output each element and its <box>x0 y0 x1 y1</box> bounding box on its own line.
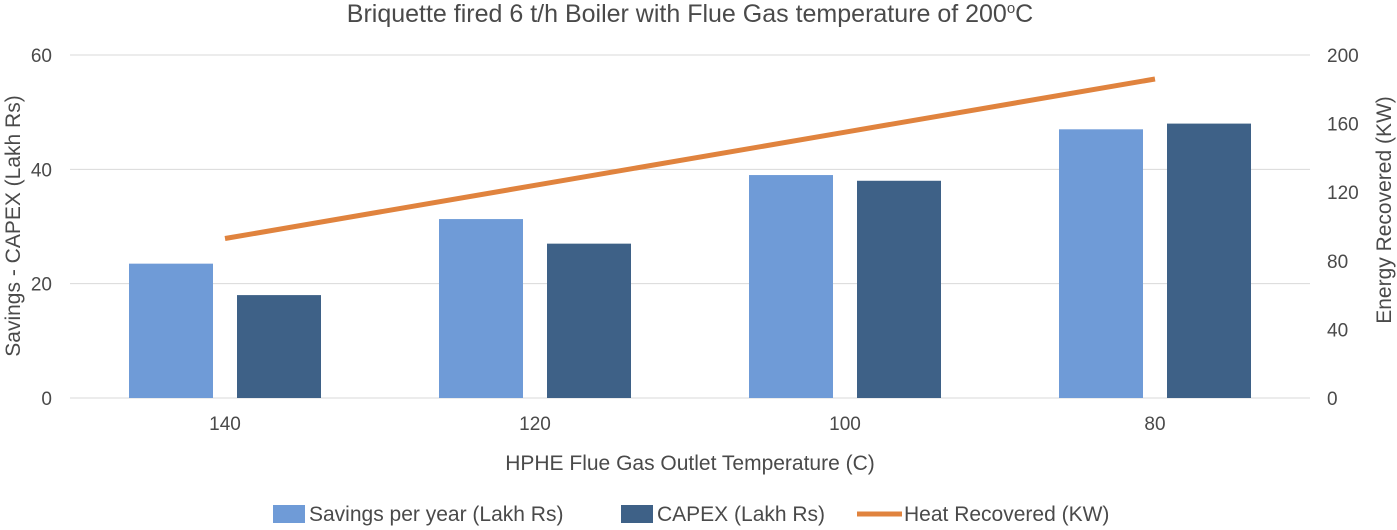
x-tick-label: 140 <box>209 414 241 435</box>
x-tick-label: 120 <box>519 414 551 435</box>
bar-savings <box>439 219 523 398</box>
bar-capex <box>1167 123 1251 398</box>
y-right-tick-label: 200 <box>1327 46 1359 67</box>
y-right-tick-label: 0 <box>1327 389 1338 410</box>
legend-swatch-savings <box>273 505 305 523</box>
y-left-tick-label: 0 <box>41 389 52 410</box>
y-left-tick-label: 20 <box>31 275 52 296</box>
y-right-tick-label: 160 <box>1327 115 1359 136</box>
y-right-tick-label: 40 <box>1327 320 1348 341</box>
bar-savings <box>129 263 213 398</box>
legend-label-heat: Heat Recovered (KW) <box>904 503 1109 526</box>
heat-recovered-line <box>224 76 1156 241</box>
y-right-tick-label: 120 <box>1327 183 1359 204</box>
legend: Savings per year (Lakh Rs) CAPEX (Lakh R… <box>273 503 1109 526</box>
legend-swatch-capex <box>621 505 653 523</box>
y-right-tick-label: 80 <box>1327 252 1348 273</box>
bar-capex <box>237 295 321 398</box>
bar-capex <box>857 180 941 398</box>
chart-title: Briquette fired 6 t/h Boiler with Flue G… <box>347 0 1033 28</box>
x-tick-label: 80 <box>1144 414 1165 435</box>
bar-capex <box>547 243 631 398</box>
bar-savings <box>749 175 833 398</box>
bars <box>129 123 1251 399</box>
x-tick-label: 100 <box>829 414 861 435</box>
y-axis-right-label: Energy Recovered (KW) <box>1373 96 1396 324</box>
line-series <box>224 76 1156 241</box>
y-axis-left-label: Savings - CAPEX (Lakh Rs) <box>2 95 25 356</box>
x-axis-label: HPHE Flue Gas Outlet Temperature (C) <box>505 452 875 475</box>
tick-labels: 0 20 40 60 0 40 80 120 160 200 140 120 100 80 <box>31 46 1359 435</box>
legend-label-savings: Savings per year (Lakh Rs) <box>309 503 563 526</box>
y-left-tick-label: 60 <box>31 46 52 67</box>
bar-savings <box>1059 129 1143 399</box>
legend-label-capex: CAPEX (Lakh Rs) <box>657 503 825 526</box>
y-left-tick-label: 40 <box>31 160 52 181</box>
